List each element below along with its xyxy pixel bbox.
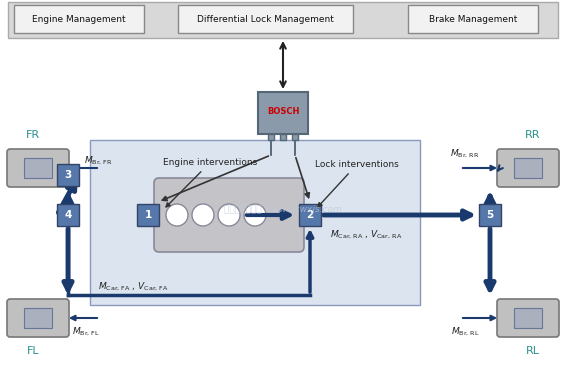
Bar [8,2,558,38]
Text: 5: 5 [486,210,494,220]
Text: 1: 1 [144,210,152,220]
Circle shape [244,204,266,226]
FancyBboxPatch shape [154,178,304,252]
Text: RL: RL [526,346,540,356]
Text: 2: 2 [306,210,314,220]
Bar [408,5,538,33]
Text: Engine interventions: Engine interventions [163,158,258,207]
Text: $\mathit{M}_{\mathrm{Br,\,RR}}$: $\mathit{M}_{\mathrm{Br,\,RR}}$ [451,148,480,160]
Bar [258,92,308,134]
Text: $\mathit{M}_{\mathrm{Car,\,RA}}$ , $\mathit{V}_{\mathrm{Car,\,RA}}$: $\mathit{M}_{\mathrm{Car,\,RA}}$ , $\mat… [330,229,402,241]
Bar [479,204,501,226]
FancyBboxPatch shape [497,299,559,337]
Text: FR: FR [26,130,40,140]
Bar [292,134,298,140]
Text: FL: FL [27,346,39,356]
Text: $\mathit{M}_{\mathrm{Br,\,FR}}$: $\mathit{M}_{\mathrm{Br,\,FR}}$ [84,155,113,167]
Text: $\mathit{M}_{\mathrm{Br,\,FL}}$: $\mathit{M}_{\mathrm{Br,\,FL}}$ [72,326,100,338]
Circle shape [218,204,240,226]
Text: 汽车维修技术网 www.qcwxjs.com: 汽车维修技术网 www.qcwxjs.com [224,206,342,214]
Text: BOSCH: BOSCH [267,107,299,116]
Text: $\mathit{M}_{\mathrm{Br,\,RL}}$: $\mathit{M}_{\mathrm{Br,\,RL}}$ [451,326,480,338]
Bar [90,140,420,305]
Text: 3: 3 [65,170,72,180]
Text: $\mathit{M}_{\mathrm{Car,\,FA}}$ , $\mathit{V}_{\mathrm{Car,\,FA}}$: $\mathit{M}_{\mathrm{Car,\,FA}}$ , $\mat… [98,281,169,293]
Text: RR: RR [525,130,541,140]
Bar [137,204,159,226]
Bar [514,308,542,328]
Text: Brake Management: Brake Management [429,15,517,23]
Circle shape [166,204,188,226]
Bar [268,134,274,140]
FancyBboxPatch shape [7,149,69,187]
Text: Lock interventions: Lock interventions [315,160,399,207]
FancyBboxPatch shape [497,149,559,187]
Text: 4: 4 [65,210,72,220]
Bar [57,164,79,186]
Bar [24,158,52,178]
Circle shape [192,204,214,226]
Bar [280,134,286,140]
Bar [14,5,144,33]
FancyBboxPatch shape [7,299,69,337]
Bar [178,5,353,33]
Bar [514,158,542,178]
Bar [299,204,321,226]
Text: Differential Lock Management: Differential Lock Management [197,15,334,23]
Text: Engine Management: Engine Management [32,15,126,23]
Bar [24,308,52,328]
Bar [57,204,79,226]
